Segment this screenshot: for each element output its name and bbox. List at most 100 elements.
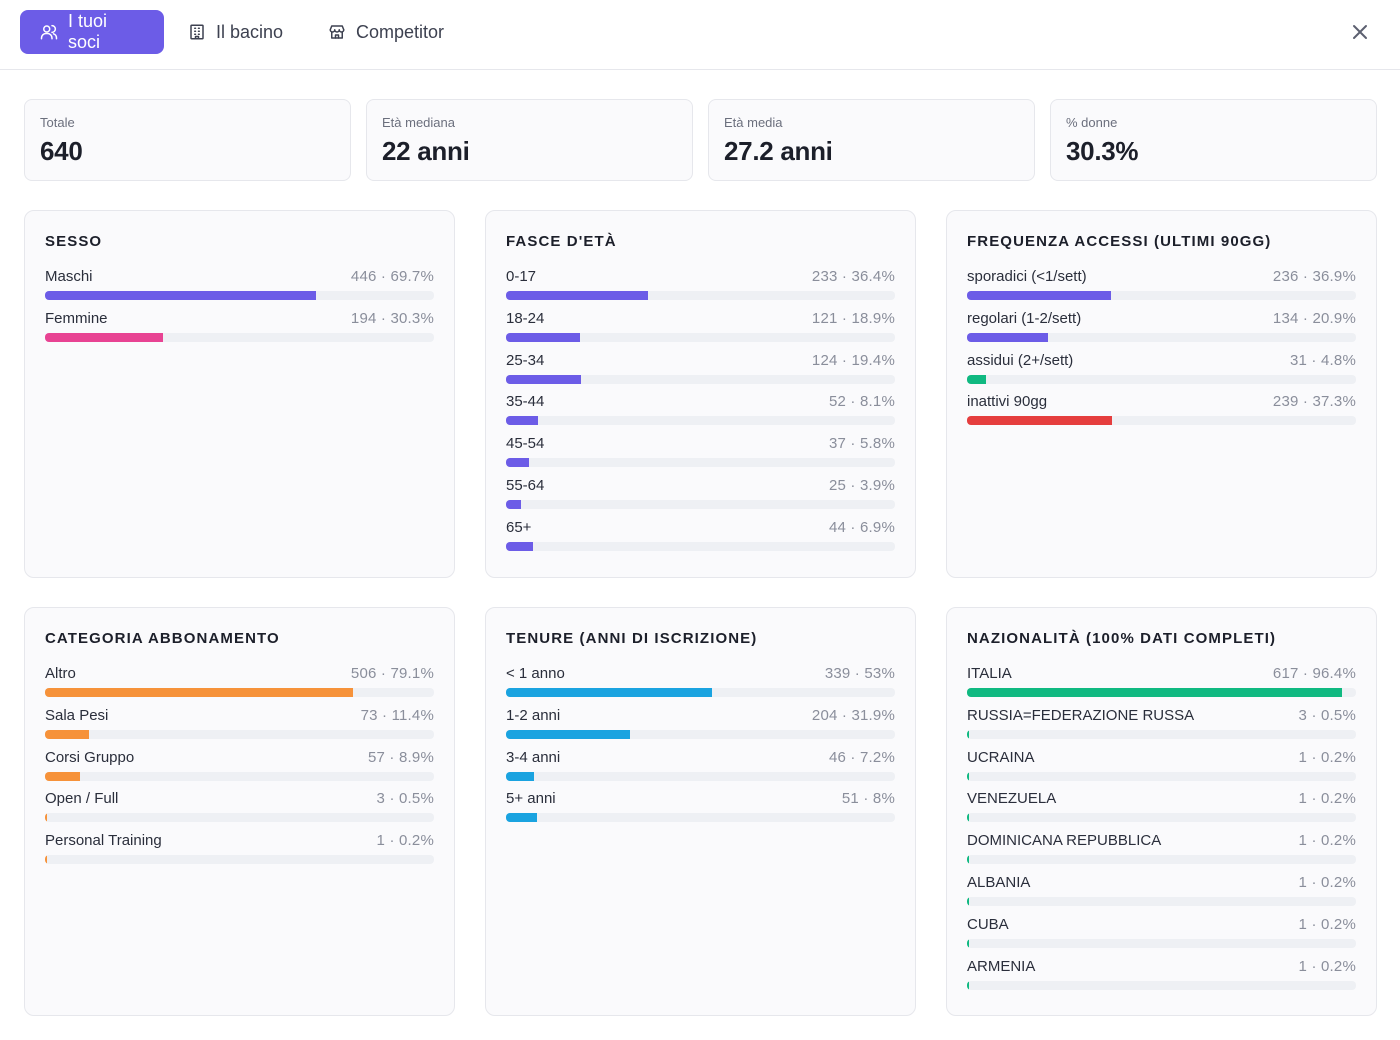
card-title: TENURE (ANNI DI ISCRIZIONE) [506,630,758,647]
bar-fill [45,771,80,781]
tab-il-bacino[interactable]: Il bacino [168,10,303,54]
bar-row: Altro 506 · 79.1% [45,665,434,707]
bar-row-header: CUBA 1 · 0.2% [967,916,1356,935]
card-frequenza-accessi: FREQUENZA ACCESSI (ULTIMI 90GG) sporadic… [946,210,1377,578]
bar-row-header: 35-44 52 · 8.1% [506,393,895,412]
stat-value: 640 [40,136,83,166]
card-title: NAZIONALITÀ (100% DATI COMPLETI) [967,630,1277,647]
bar-row: 65+ 44 · 6.9% [506,519,895,561]
bar-row-header: 18-24 121 · 18.9% [506,310,895,329]
card-title: FREQUENZA ACCESSI (ULTIMI 90GG) [967,233,1272,250]
bar-fill [967,938,969,948]
bar-row-header: ITALIA 617 · 96.4% [967,665,1356,684]
bar-fill [967,688,1342,697]
close-button[interactable] [1348,20,1372,44]
bar-row: 45-54 37 · 5.8% [506,435,895,477]
bar-fill [506,374,582,384]
bar-row: RUSSIA=FEDERAZIONE RUSSA 3 · 0.5% [967,707,1356,749]
bar-fill [506,541,533,551]
bar-fill [967,416,1113,426]
bar-row: DOMINICANA REPUBBLICA 1 · 0.2% [967,832,1356,874]
bar-label: DOMINICANA REPUBBLICA [967,832,1162,850]
bar-row-header: VENEZUELA 1 · 0.2% [967,790,1356,809]
bar-fill [45,855,47,865]
card-rows: Maschi 446 · 69.7% Femmine 194 · 30.3% [45,268,434,352]
bar-label: 5+ anni [506,790,556,808]
bar-track [45,688,434,697]
bar-row-header: Open / Full 3 · 0.5% [45,790,434,809]
bar-label: ARMENIA [967,957,1036,975]
tab-competitor[interactable]: Competitor [308,10,464,54]
stat-label: % donne [1066,115,1118,130]
bar-track [967,332,1356,342]
bar-track [967,896,1356,906]
bar-row-header: 0-17 233 · 36.4% [506,268,895,287]
bar-value: 339 · 53% [824,665,895,682]
tab-label: I tuoi soci [67,11,108,52]
bar-row-header: UCRAINA 1 · 0.2% [967,749,1356,768]
bar-track [45,771,434,781]
bar-row: inattivi 90gg 239 · 37.3% [967,393,1356,435]
bar-label: Maschi [45,268,93,285]
bar-label: VENEZUELA [967,790,1057,808]
bar-track [506,374,895,384]
bar-track [967,291,1356,300]
bar-label: CUBA [967,915,1009,933]
stat-totale: Totale 640 [24,99,351,181]
bar-value: 194 · 30.3% [350,309,434,327]
bar-row-header: Sala Pesi 73 · 11.4% [45,707,434,726]
bar-track [967,938,1356,948]
bar-row: Maschi 446 · 69.7% [45,268,434,310]
bar-fill [967,980,969,990]
bar-value: 31 · 4.8% [1289,351,1356,369]
bar-track [506,458,895,468]
store-icon [329,25,345,39]
bar-row-header: Altro 506 · 79.1% [45,665,434,684]
bar-fill [506,458,529,468]
bar-row: 18-24 121 · 18.9% [506,310,895,352]
bar-row-header: 3-4 anni 46 · 7.2% [506,749,895,768]
stat-value: 27.2 anni [724,136,833,166]
bar-row: < 1 anno 339 · 53% [506,665,895,707]
bar-row-header: 65+ 44 · 6.9% [506,519,895,538]
bar-track [506,729,895,739]
bar-label: Altro [45,665,76,682]
bar-fill [45,729,90,739]
bar-track [506,688,895,697]
bar-track [506,291,895,300]
bar-row-header: Personal Training 1 · 0.2% [45,832,434,851]
bar-row-header: Femmine 194 · 30.3% [45,310,434,329]
tab-label: Il bacino [216,21,284,42]
stat-label: Età media [724,115,783,130]
bar-track [967,813,1356,823]
bar-fill [506,729,631,739]
card-fasce-eta: FASCE D'ETÀ 0-17 233 · 36.4% 18-24 121 · 18… [485,210,916,578]
bar-value: 236 · 36.9% [1272,268,1356,285]
bar-value: 1 · 0.2% [376,832,434,850]
bar-value: 506 · 79.1% [350,665,434,682]
users-icon [40,24,58,40]
bar-value: 51 · 8% [841,790,895,808]
bar-track [506,416,895,426]
bar-row: Femmine 194 · 30.3% [45,310,434,352]
card-nazionalita: NAZIONALITÀ (100% DATI COMPLETI) ITALIA 6… [946,607,1377,1016]
bar-row: assidui (2+/sett) 31 · 4.8% [967,352,1356,394]
bar-row-header: 5+ anni 51 · 8% [506,790,895,809]
bar-row-header: < 1 anno 339 · 53% [506,665,895,684]
top-bar: I tuoi soci Il bacino Competitor [0,0,1400,70]
bar-label: Sala Pesi [45,706,109,724]
bar-label: 0-17 [506,268,537,285]
bar-label: 65+ [506,518,532,536]
bar-track [45,813,434,823]
bar-label: Femmine [45,309,108,327]
bar-label: Corsi Gruppo [45,748,135,766]
stat-eta-media: Età media 27.2 anni [708,99,1035,181]
bar-track [45,855,434,865]
bar-track [506,541,895,551]
tab-i-tuoi-soci[interactable]: I tuoi soci [20,10,164,54]
bar-fill [967,813,969,823]
bar-label: Personal Training [45,832,162,850]
bar-label: 1-2 anni [506,706,561,724]
bar-label: 18-24 [506,309,545,327]
bar-value: 44 · 6.9% [828,518,895,536]
